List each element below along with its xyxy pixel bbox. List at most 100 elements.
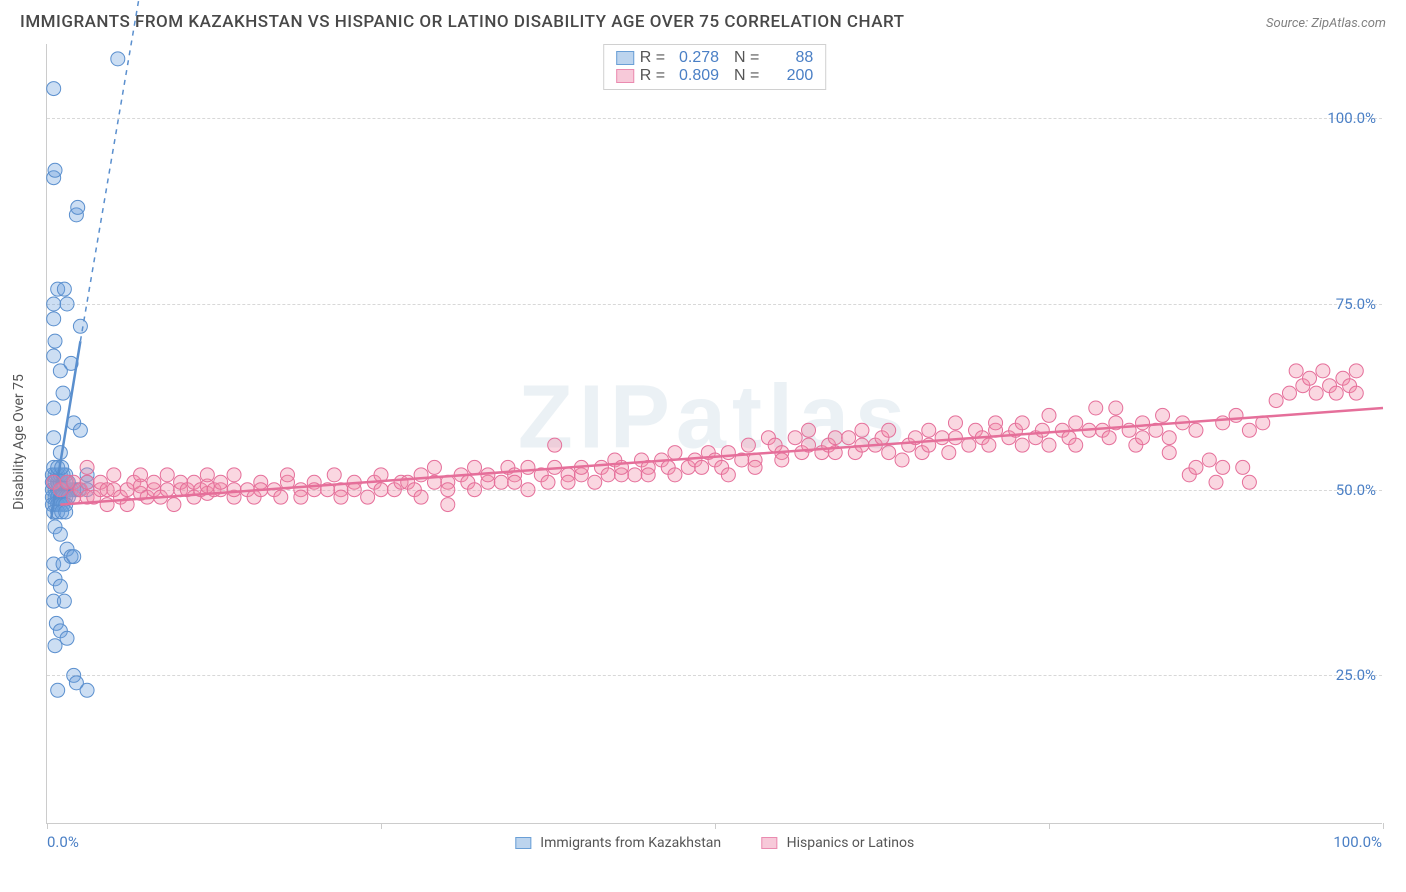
- scatter-point: [1089, 401, 1103, 415]
- scatter-point: [60, 631, 74, 645]
- y-axis-label: Disability Age Over 75: [11, 374, 27, 510]
- scatter-point: [882, 423, 896, 437]
- scatter-point: [71, 200, 85, 214]
- scatter-point: [1309, 386, 1323, 400]
- scatter-point: [468, 460, 482, 474]
- scatter-point: [47, 349, 61, 363]
- scatter-point: [521, 460, 535, 474]
- scatter-point: [147, 475, 161, 489]
- scatter-point: [895, 453, 909, 467]
- scatter-point: [55, 460, 69, 474]
- series-legend: Immigrants from Kazakhstan Hispanics or …: [515, 835, 914, 851]
- scatter-point: [1015, 438, 1029, 452]
- scatter-point: [73, 423, 87, 437]
- scatter-point: [200, 468, 214, 482]
- legend-item-kazakhstan: Immigrants from Kazakhstan: [515, 835, 721, 851]
- scatter-point: [1329, 386, 1343, 400]
- scatter-point: [541, 475, 555, 489]
- trend-line: [60, 408, 1383, 505]
- scatter-point: [1042, 408, 1056, 422]
- scatter-point: [1202, 453, 1216, 467]
- scatter-point: [1189, 460, 1203, 474]
- chart-title: IMMIGRANTS FROM KAZAKHSTAN VS HISPANIC O…: [20, 12, 904, 32]
- legend-swatch-kazakhstan: [616, 51, 634, 65]
- scatter-point: [227, 468, 241, 482]
- scatter-point: [441, 483, 455, 497]
- chart-plot-area: Disability Age Over 75 ZIPatlas 25.0%50.…: [46, 44, 1382, 824]
- scatter-point: [788, 431, 802, 445]
- scatter-point: [855, 423, 869, 437]
- scatter-point: [1189, 423, 1203, 437]
- scatter-point: [427, 460, 441, 474]
- scatter-point: [47, 82, 61, 96]
- scatter-point: [1102, 431, 1116, 445]
- scatter-point: [775, 453, 789, 467]
- scatter-point: [942, 446, 956, 460]
- legend-item-hispanic: Hispanics or Latinos: [761, 835, 914, 851]
- scatter-point: [588, 475, 602, 489]
- scatter-point: [982, 438, 996, 452]
- scatter-point: [334, 490, 348, 504]
- scatter-point: [51, 683, 65, 697]
- scatter-point: [111, 52, 125, 66]
- scatter-point: [53, 527, 67, 541]
- r-value-kazakhstan: 0.278: [671, 49, 719, 67]
- scatter-point: [882, 446, 896, 460]
- scatter-point: [48, 334, 62, 348]
- x-axis-max-label: 100.0%: [1333, 833, 1382, 851]
- scatter-point: [1162, 446, 1176, 460]
- scatter-point: [1282, 386, 1296, 400]
- scatter-point: [1242, 475, 1256, 489]
- scatter-point: [842, 431, 856, 445]
- scatter-point: [374, 483, 388, 497]
- scatter-point: [668, 468, 682, 482]
- scatter-point: [1269, 394, 1283, 408]
- scatter-point: [327, 468, 341, 482]
- legend-row-kazakhstan: R = 0.278 N = 88: [616, 49, 814, 67]
- scatter-point: [989, 416, 1003, 430]
- scatter-point: [1216, 416, 1230, 430]
- scatter-point: [47, 312, 61, 326]
- scatter-point: [521, 483, 535, 497]
- scatter-point: [160, 468, 174, 482]
- scatter-point: [1303, 371, 1317, 385]
- scatter-point: [1236, 460, 1250, 474]
- scatter-point: [508, 475, 522, 489]
- scatter-point: [280, 468, 294, 482]
- scatter-point: [60, 297, 74, 311]
- scatter-point: [107, 468, 121, 482]
- scatter-point: [641, 468, 655, 482]
- scatter-point: [721, 446, 735, 460]
- scatter-point: [274, 490, 288, 504]
- scatter-point: [1316, 364, 1330, 378]
- scatter-point: [80, 683, 94, 697]
- scatter-point: [748, 460, 762, 474]
- scatter-svg: [47, 44, 1382, 823]
- scatter-point: [494, 475, 508, 489]
- scatter-point: [80, 460, 94, 474]
- scatter-point: [57, 594, 71, 608]
- scatter-point: [57, 282, 71, 296]
- scatter-point: [167, 498, 181, 512]
- scatter-point: [468, 483, 482, 497]
- scatter-point: [414, 490, 428, 504]
- scatter-point: [828, 431, 842, 445]
- legend-swatch-icon: [515, 837, 531, 849]
- scatter-point: [294, 490, 308, 504]
- scatter-point: [922, 423, 936, 437]
- scatter-point: [47, 297, 61, 311]
- scatter-point: [1035, 423, 1049, 437]
- n-value-kazakhstan: 88: [765, 49, 813, 67]
- n-value-hispanic: 200: [765, 67, 813, 85]
- legend-swatch-icon: [761, 837, 777, 849]
- scatter-point: [47, 401, 61, 415]
- scatter-point: [160, 483, 174, 497]
- scatter-point: [53, 579, 67, 593]
- scatter-point: [1136, 416, 1150, 430]
- scatter-point: [935, 431, 949, 445]
- scatter-point: [1209, 475, 1223, 489]
- scatter-point: [962, 438, 976, 452]
- scatter-point: [48, 639, 62, 653]
- scatter-point: [73, 319, 87, 333]
- scatter-point: [59, 505, 73, 519]
